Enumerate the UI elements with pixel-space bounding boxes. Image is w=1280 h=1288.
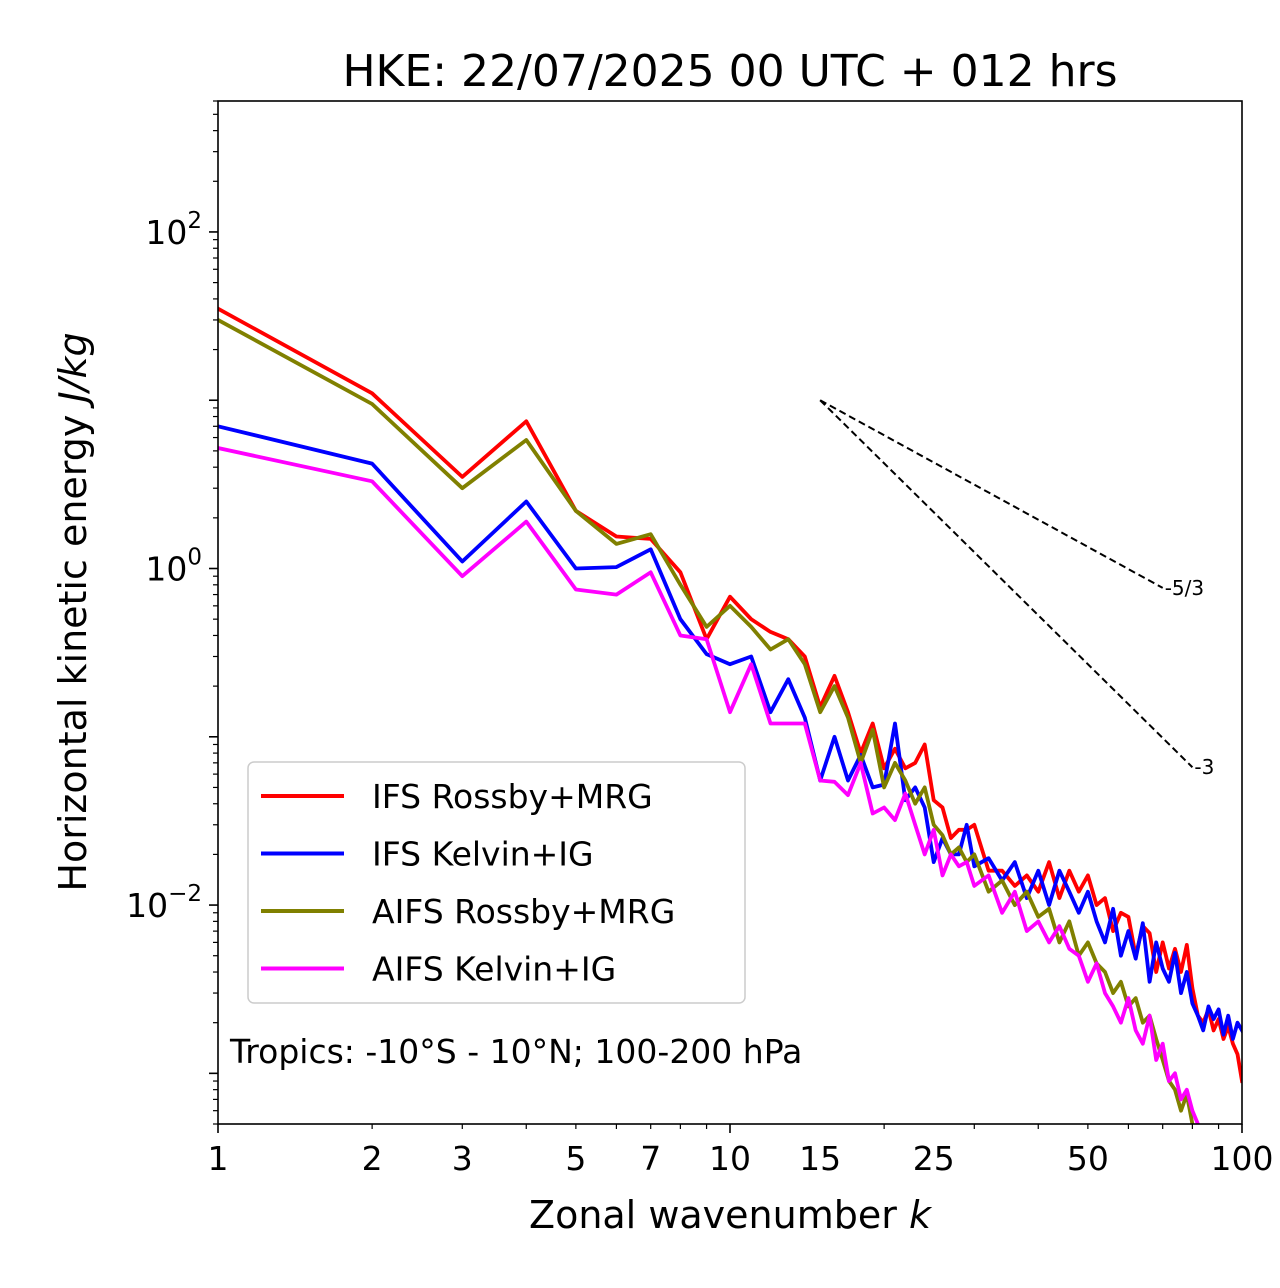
y-tick-base: 10: [145, 213, 187, 252]
x-tick-label: 100: [1211, 1139, 1274, 1178]
x-tick-label: 7: [640, 1139, 661, 1178]
legend-label: IFS Kelvin+IG: [372, 835, 594, 874]
reference-slope-label: -5/3: [1165, 576, 1204, 600]
series-line: [218, 424, 1242, 1041]
series-line: [218, 306, 1242, 1084]
x-tick-label: 10: [709, 1139, 751, 1178]
legend-label: IFS Rossby+MRG: [372, 777, 653, 816]
reference-slopes: -5/3 -3: [819, 399, 1214, 779]
reference-slope-line: [819, 399, 1164, 589]
reference-slope-line: [819, 399, 1194, 768]
x-tick-label: 50: [1067, 1139, 1109, 1178]
x-axis-label-symbol: k: [909, 1193, 933, 1237]
x-tick-label: 3: [452, 1139, 473, 1178]
y-tick-exponent: 2: [187, 208, 202, 234]
x-tick-label: 2: [362, 1139, 383, 1178]
legend-label: AIFS Rossby+MRG: [372, 892, 675, 931]
y-axis-label-text: Horizontal kinetic energy: [51, 403, 95, 892]
chart-title: HKE: 22/07/2025 00 UTC + 012 hrs: [342, 46, 1117, 97]
y-tick-base: 10: [145, 550, 187, 589]
series-layer: [218, 306, 1242, 1124]
reference-slope-label: -3: [1194, 755, 1214, 779]
y-tick-label: 102: [145, 208, 202, 252]
x-tick-label: 1: [208, 1139, 229, 1178]
y-tick-label: 100: [145, 545, 202, 589]
x-axis: 1 2 3 5 7 10 15 25 50 100: [208, 1124, 1274, 1178]
x-tick-label: 25: [913, 1139, 955, 1178]
x-axis-label: Zonal wavenumber k: [529, 1193, 933, 1237]
legend-label: AIFS Kelvin+IG: [372, 950, 616, 989]
region-annotation: Tropics: -10°S - 10°N; 100-200 hPa: [229, 1032, 802, 1071]
legend: IFS Rossby+MRG IFS Kelvin+IG AIFS Rossby+M…: [247, 761, 746, 1004]
y-tick-base: 10: [126, 886, 168, 925]
x-tick-label: 15: [799, 1139, 841, 1178]
y-axis-label-unit: J/kg: [51, 332, 95, 409]
y-axis-label: Horizontal kinetic energy J/kg: [51, 332, 95, 891]
y-tick-label: 10−2: [126, 881, 202, 925]
x-tick-label: 5: [565, 1139, 586, 1178]
series-line: [218, 317, 1195, 1124]
y-tick-exponent: −2: [168, 881, 202, 907]
y-tick-exponent: 0: [187, 545, 202, 571]
x-axis-label-text: Zonal wavenumber: [529, 1193, 909, 1237]
series-line: [218, 446, 1200, 1124]
legend-frame: [247, 761, 746, 1004]
